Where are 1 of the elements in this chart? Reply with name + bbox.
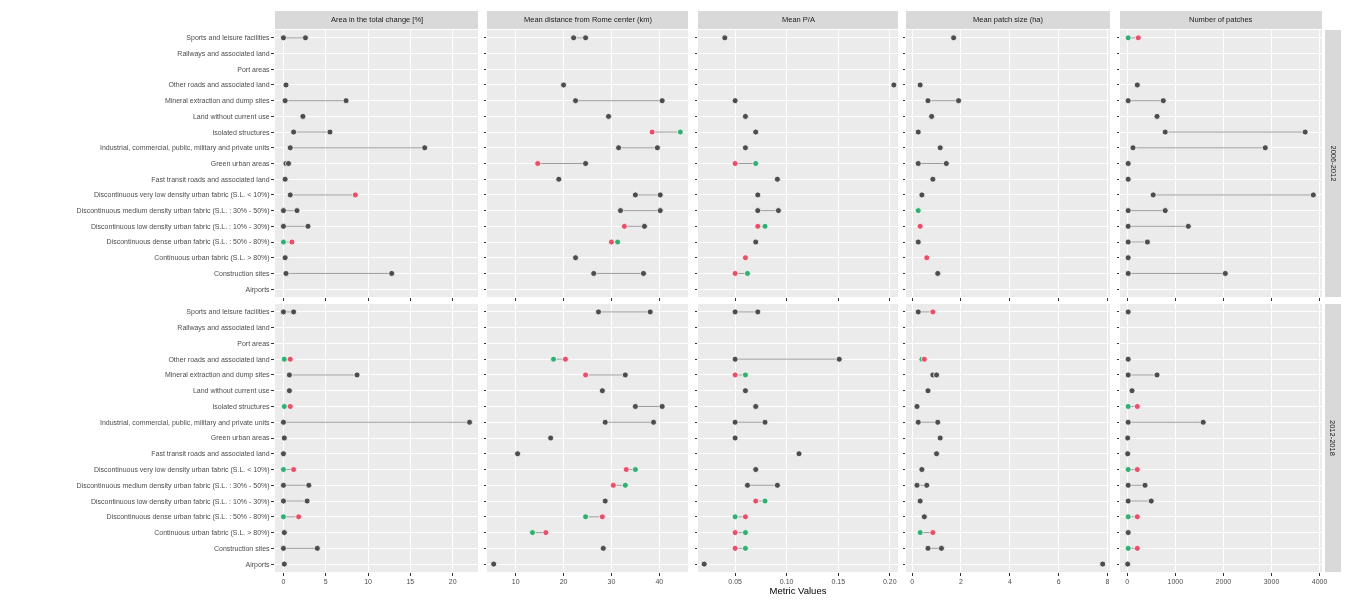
x-axis-title: Metric Values — [769, 585, 827, 597]
